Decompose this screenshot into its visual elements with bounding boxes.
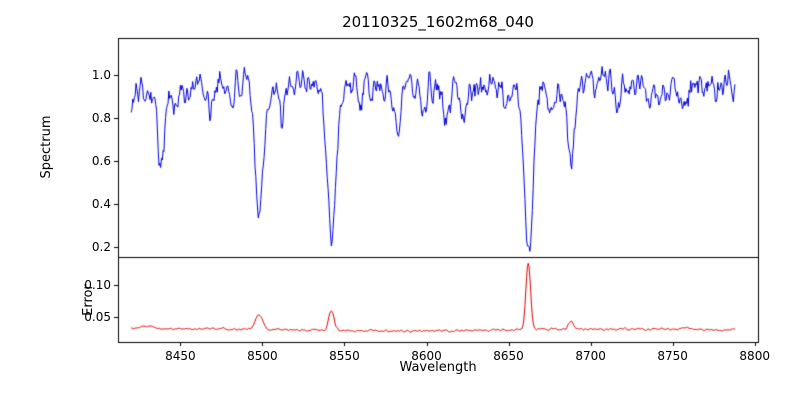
x-axis-label: Wavelength [399,360,477,375]
x-tick-label: 8600 [411,349,442,363]
y-tick-label: 1.0 [91,67,111,82]
spectrum-y-axis-label: Spectrum [39,115,54,179]
x-tick-label: 8750 [657,349,688,363]
chart-title: 20110325_1602m68_040 [342,13,534,31]
x-tick-label: 8450 [165,349,196,363]
y-tick-label: 0.10 [84,278,111,293]
y-tick-label: 0.8 [91,110,111,125]
x-tick-label: 8500 [247,349,278,363]
x-tick-label: 8650 [493,349,524,363]
x-tick-label: 8550 [329,349,360,363]
y-tick-label: 0.4 [91,196,111,211]
x-tick-label: 8700 [575,349,606,363]
y-tick-label: 0.6 [91,153,111,168]
y-tick-label: 0.05 [84,310,111,325]
x-tick-label: 8800 [739,349,770,363]
y-tick-label: 0.2 [91,239,111,254]
